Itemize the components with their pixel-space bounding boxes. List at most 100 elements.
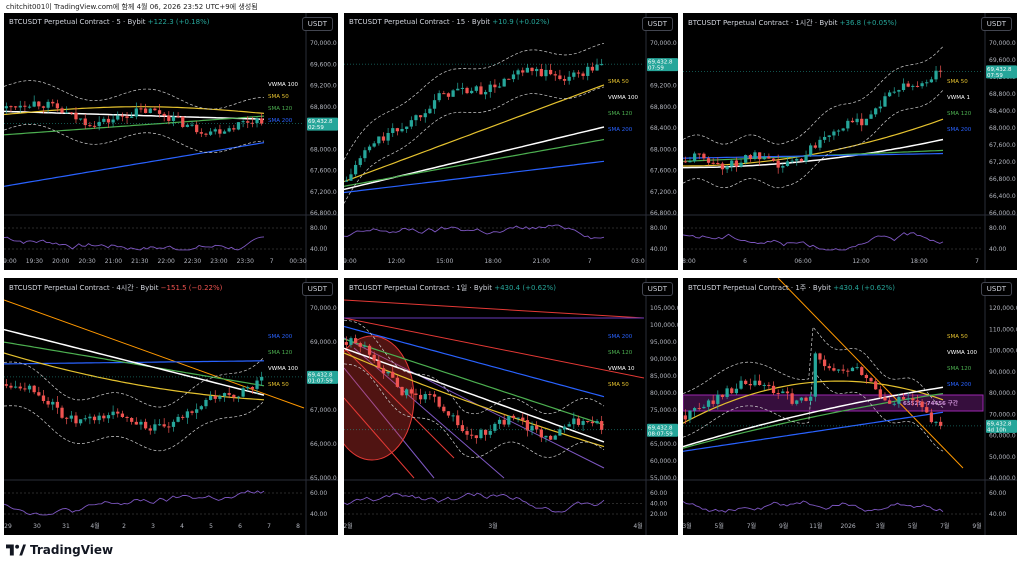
channel-line[interactable] xyxy=(344,367,435,479)
chart-panel[interactable]: BTCUSDT Perpetual Contract · 1일 · Bybit … xyxy=(344,278,678,535)
channel-line[interactable] xyxy=(344,337,605,469)
chart-canvas[interactable]: 105,000.0 100,000.0 95,000.0 90,000.0 85,000… xyxy=(344,278,678,535)
symbol-interval-label[interactable]: BTCUSDT Perpetual Contract · 5 · Bybit xyxy=(9,18,148,26)
indicator-label: VWMA 10 xyxy=(608,366,635,372)
candle xyxy=(386,132,390,141)
candle xyxy=(562,426,567,430)
candle xyxy=(688,410,692,420)
candle xyxy=(511,415,516,418)
currency-button[interactable]: USDT xyxy=(980,17,1012,31)
candle xyxy=(535,68,539,72)
candle xyxy=(725,166,729,170)
candle xyxy=(418,115,423,118)
candle xyxy=(697,408,701,410)
currency-button[interactable]: USDT xyxy=(641,17,673,31)
chart-panel[interactable]: BTCUSDT Perpetual Contract · 15 · Bybit … xyxy=(344,13,678,270)
sma200-line xyxy=(683,411,944,452)
trend-line[interactable] xyxy=(344,317,645,379)
candle xyxy=(120,413,125,418)
chart-title: BTCUSDT Perpetual Contract · 1일 · Bybit … xyxy=(349,283,556,293)
candle xyxy=(929,412,934,423)
candle xyxy=(153,424,157,431)
osc-axis-label: 80.00 xyxy=(310,225,327,232)
candle xyxy=(116,115,120,120)
price-axis-label: 40,000.0 xyxy=(989,475,1016,482)
band-line xyxy=(683,369,944,452)
currency-button[interactable]: USDT xyxy=(301,17,333,31)
chart-panel[interactable]: BTCUSDT Perpetual Contract · 1시간 · Bybit… xyxy=(683,13,1017,270)
price-tag xyxy=(307,370,338,384)
currency-button[interactable]: USDT xyxy=(301,282,333,296)
candle xyxy=(92,125,97,127)
symbol-interval-label[interactable]: BTCUSDT Perpetual Contract · 4시간 · Bybit xyxy=(9,284,161,292)
indicator-label: SMA 120 xyxy=(608,350,633,356)
chart-canvas[interactable]: 70,000.069,000.068,000.067,000.066,000.0… xyxy=(4,278,338,535)
candle xyxy=(720,394,725,397)
symbol-interval-label[interactable]: BTCUSDT Perpetual Contract · 15 · Bybit xyxy=(349,18,493,26)
time-axis-label: 18:00 xyxy=(910,258,927,265)
price-tag xyxy=(647,58,678,72)
candle xyxy=(353,164,358,175)
symbol-interval-label[interactable]: BTCUSDT Perpetual Contract · 1일 · Bybit xyxy=(349,284,495,292)
candle xyxy=(822,359,827,367)
candle xyxy=(65,112,69,114)
candle xyxy=(809,145,813,156)
chart-canvas[interactable]: 70,000.069,600.069,200.068,800.068,400.0… xyxy=(683,13,1017,270)
time-axis-label: 20:00 xyxy=(52,258,69,265)
candle xyxy=(878,106,882,109)
oscillator-line xyxy=(344,492,605,513)
candle xyxy=(739,380,743,389)
indicator-label: SMA 200 xyxy=(608,334,633,340)
candle xyxy=(841,128,845,131)
chart-canvas[interactable]: 120,000.0 110,000.0 100,000.0 90,000.0 80,00… xyxy=(683,278,1017,535)
candle xyxy=(795,158,799,161)
candle xyxy=(213,129,217,132)
price-axis-label: 100,000.0 xyxy=(650,322,678,329)
time-axis-label: 30 xyxy=(33,523,41,530)
time-axis-label: 5 xyxy=(209,523,213,530)
price-axis-label: 50,000.0 xyxy=(989,454,1016,461)
candle xyxy=(148,428,152,431)
symbol-interval-label[interactable]: BTCUSDT Perpetual Contract · 1시간 · Bybit xyxy=(688,19,840,27)
candle xyxy=(13,106,18,108)
candle xyxy=(595,421,599,424)
candle xyxy=(250,122,255,124)
price-axis-label: 55,000.0 xyxy=(650,475,677,482)
chart-canvas[interactable]: 70,000.069,600.069,200.068,800.068,400.0… xyxy=(344,13,678,270)
candle xyxy=(846,370,850,372)
candle xyxy=(218,396,222,399)
trend-line[interactable] xyxy=(4,299,305,409)
candle xyxy=(456,88,460,91)
price-tag xyxy=(307,117,338,131)
candle xyxy=(46,101,50,108)
candle xyxy=(915,85,920,87)
chart-canvas[interactable]: 70,000.069,600.069,200.068,800.068,400.0… xyxy=(4,13,338,270)
chart-panel[interactable]: BTCUSDT Perpetual Contract · 5 · Bybit +… xyxy=(4,13,338,270)
trend-line[interactable] xyxy=(777,278,964,469)
trend-line[interactable] xyxy=(344,299,645,319)
candle xyxy=(507,78,511,80)
candle xyxy=(530,67,534,72)
chart-panel[interactable]: BTCUSDT Perpetual Contract · 1주 · Bybit … xyxy=(683,278,1017,535)
time-axis-label: 22:30 xyxy=(184,258,201,265)
candle xyxy=(395,128,400,132)
candle xyxy=(860,367,864,375)
trend-line[interactable] xyxy=(344,347,455,459)
candle xyxy=(157,424,162,426)
candle xyxy=(901,397,906,400)
chart-title: BTCUSDT Perpetual Contract · 15 · Bybit … xyxy=(349,18,549,26)
candle xyxy=(753,152,757,159)
candle xyxy=(405,126,409,129)
candle xyxy=(13,386,18,388)
candle xyxy=(190,411,194,413)
candle xyxy=(23,105,27,107)
trend-line[interactable] xyxy=(344,397,415,479)
candle xyxy=(446,411,451,416)
channel-line[interactable] xyxy=(353,347,505,479)
chart-panel[interactable]: BTCUSDT Perpetual Contract · 4시간 · Bybit… xyxy=(4,278,338,535)
candle xyxy=(405,389,409,396)
currency-button[interactable]: USDT xyxy=(980,282,1012,296)
symbol-interval-label[interactable]: BTCUSDT Perpetual Contract · 1주 · Bybit xyxy=(688,284,834,292)
candle xyxy=(363,345,367,347)
currency-button[interactable]: USDT xyxy=(641,282,673,296)
